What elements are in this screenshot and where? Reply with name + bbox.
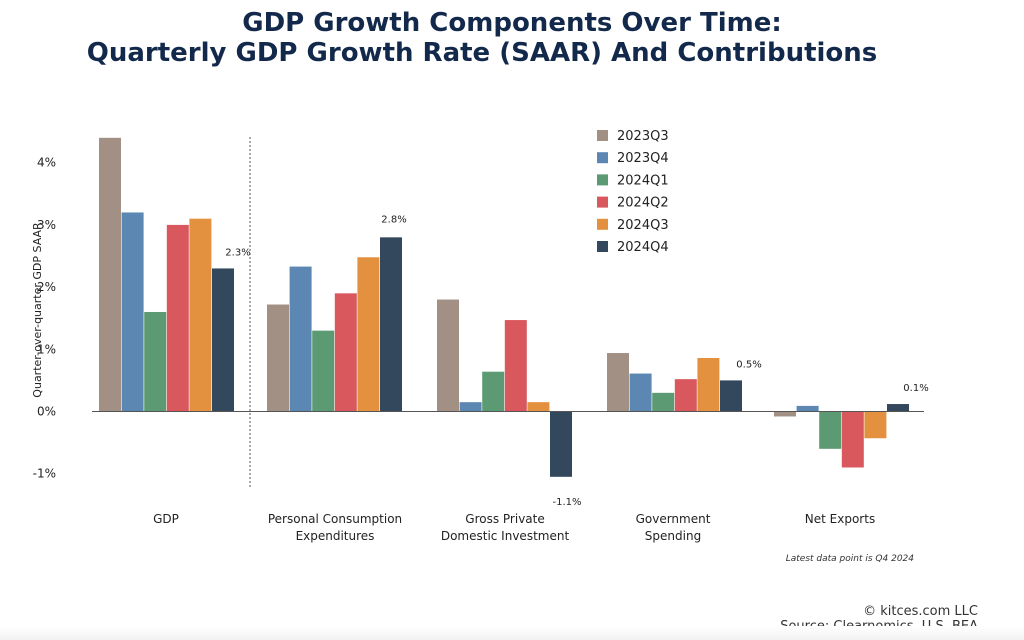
category-label: Expenditures [296,529,375,543]
bar-2024q1-0 [144,311,167,412]
copyright-text: © kitces.com LLC [863,604,978,619]
chart-title-line-2: Quarterly GDP Growth Rate (SAAR) And Con… [86,38,878,68]
bar-2023q3-3 [607,353,629,412]
legend-swatch [597,130,608,141]
bar-2024q2-0 [166,224,189,412]
bar-2024q4-1 [380,237,402,412]
chart-area: Quarter-over-quarter GDP SAAR -1% 0% 1% 2% 3%… [31,129,929,564]
bar-2023q4-3 [629,373,652,412]
data-label: -1.1% [552,497,581,508]
bar-2023q3-2 [437,299,459,412]
legend-label: 2023Q4 [617,151,669,166]
bar-2024q2-2 [504,320,527,412]
bar-2024q4-4 [887,404,909,412]
legend-swatch [597,174,608,186]
data-label: 2.3% [225,247,250,258]
legend-swatch [597,241,608,252]
annotation-text: Latest data point is Q4 2024 [786,554,915,564]
category-label: Spending [645,529,701,543]
bar-2024q3-3 [697,358,720,412]
category-label: Government [636,512,711,526]
legend-swatch [597,152,608,164]
bar-2023q4-0 [121,212,144,412]
category-label: Personal Consumption [268,512,402,526]
category-label: GDP [153,512,179,526]
bar-2023q3-1 [267,304,289,412]
legend-label: 2024Q2 [617,196,669,211]
bar-2024q4-2 [550,411,572,477]
legend-swatch [597,218,608,230]
y-tick-label: -1% [33,467,56,481]
bar-2024q2-4 [841,411,864,468]
bar-2024q1-3 [652,392,675,412]
bar-2024q1-1 [312,330,335,412]
bar-2024q3-4 [864,411,887,439]
bar-2024q1-2 [482,371,505,412]
legend-label: 2024Q4 [617,240,669,255]
bar-2023q3-0 [99,137,121,412]
chart-title: GDP Growth Components Over Time: Quarter… [0,8,1024,68]
bar-2024q1-4 [819,411,842,449]
y-tick-label: 3% [37,218,56,232]
legend-label: 2024Q1 [617,173,669,188]
bar-2024q3-1 [357,257,380,412]
y-tick-label: 4% [37,156,56,170]
y-axis-label: Quarter-over-quarter GDP SAAR [31,222,44,398]
category-label: Domestic Investment [441,529,570,543]
bottom-band [0,626,1024,640]
bar-2024q4-0 [212,268,234,412]
legend-label: 2023Q3 [617,129,669,144]
bar-2024q4-3 [720,380,742,412]
legend-label: 2024Q3 [617,218,669,233]
data-label: 0.5% [736,359,761,370]
bar-2023q4-2 [459,402,482,412]
chart-title-line-1: GDP Growth Components Over Time: [242,8,782,38]
bar-2024q2-1 [334,293,357,412]
y-tick-label: 1% [37,342,56,356]
y-tick-label: 0% [37,405,56,419]
category-label: Net Exports [805,512,875,526]
bar-2024q3-0 [189,218,212,412]
bar-2023q3-4 [774,411,796,417]
data-label: 2.8% [381,214,406,225]
bar-2024q2-3 [674,379,697,412]
bar-2024q3-2 [527,402,550,412]
category-label: Gross Private [465,512,544,526]
legend-swatch [597,196,608,208]
bar-2023q4-1 [289,266,312,412]
data-label: 0.1% [903,383,928,394]
y-tick-label: 2% [37,280,56,294]
bar-2023q4-4 [796,405,819,412]
